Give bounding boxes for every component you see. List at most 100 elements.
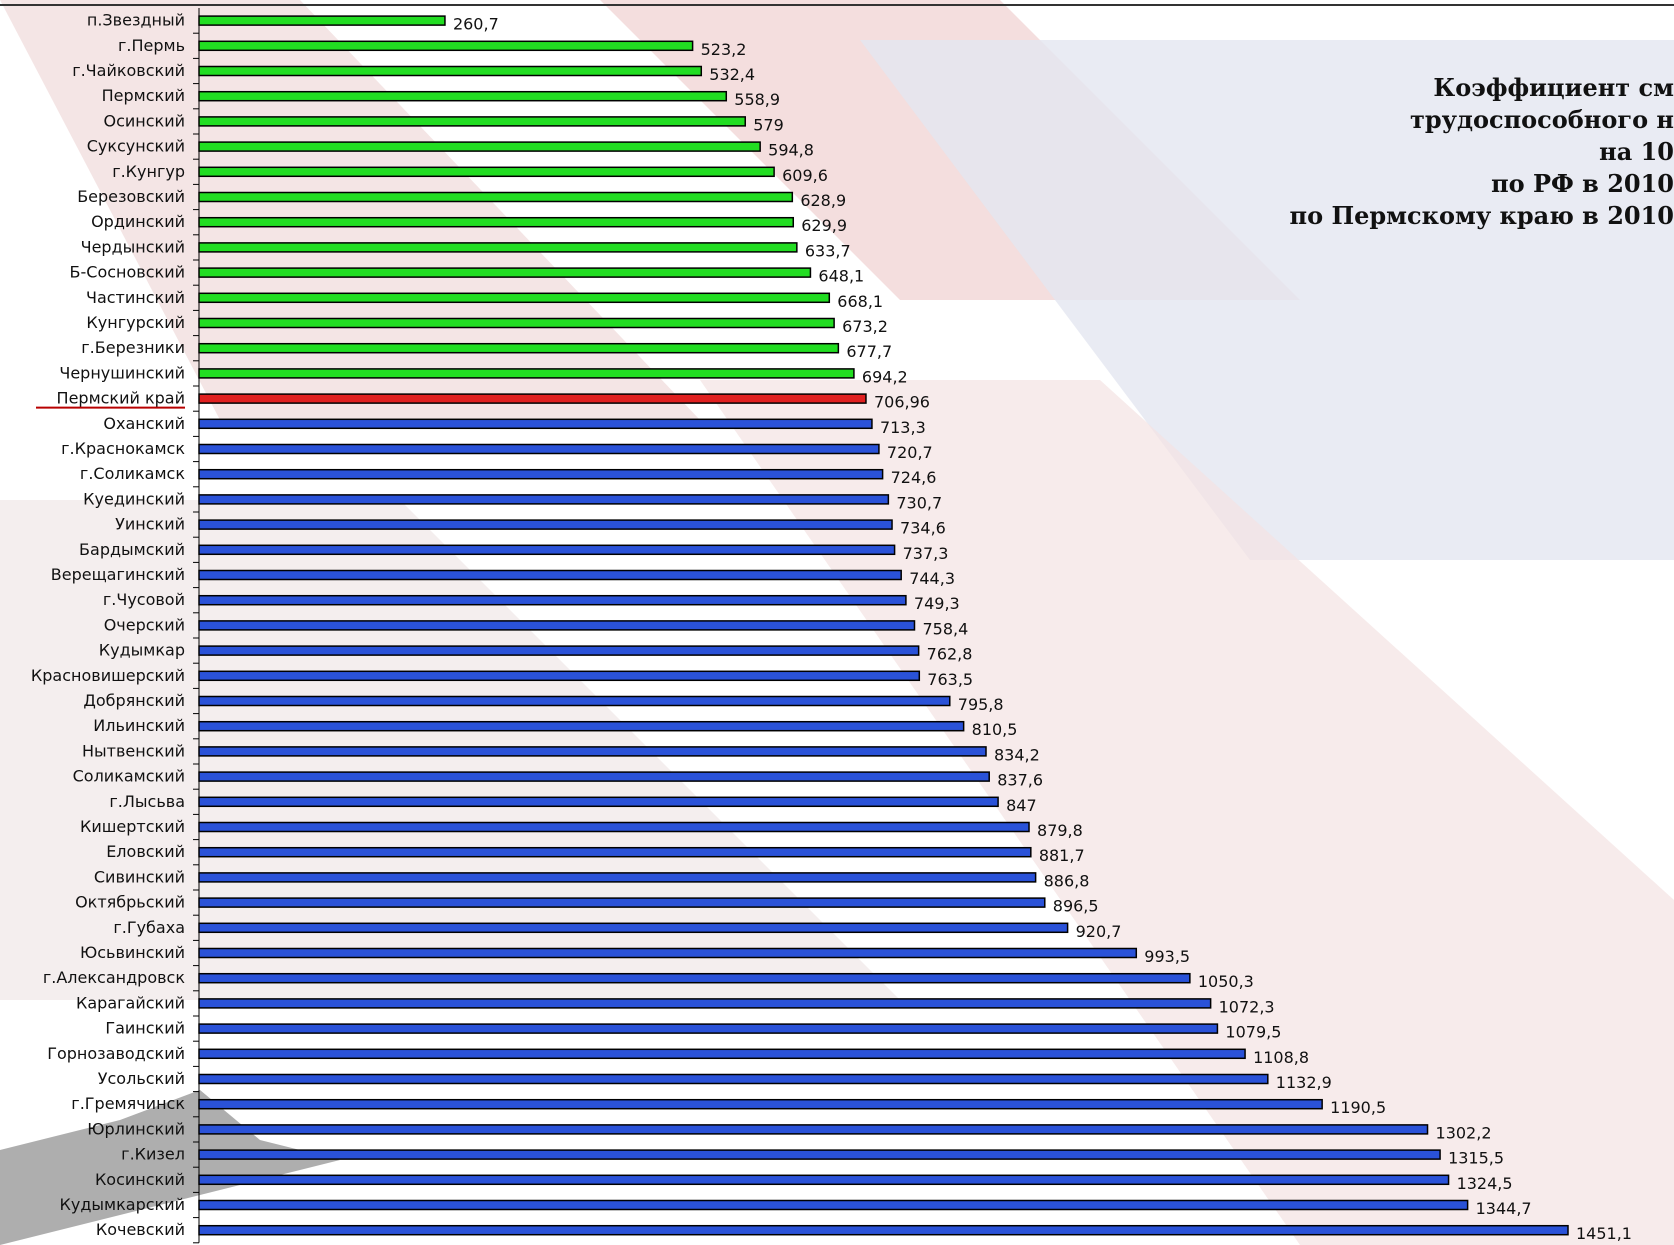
value-label: 758,4: [922, 619, 968, 638]
bar: [198, 519, 893, 530]
bar: [198, 418, 873, 430]
bar: [198, 1023, 1219, 1034]
value-label: 1108,8: [1253, 1048, 1309, 1067]
value-label: 558,9: [734, 90, 780, 109]
category-label: г.Березники: [81, 338, 185, 357]
bar: [198, 468, 884, 480]
category-label: Октябрьский: [75, 893, 185, 912]
category-label: Кунгурский: [86, 313, 185, 332]
title-line-3: на 10: [1599, 137, 1674, 166]
value-label: 881,7: [1039, 846, 1085, 865]
title-line-5: по Пермскому краю в 2010: [1289, 201, 1674, 230]
value-label: 260,7: [453, 15, 499, 34]
bar: [198, 342, 840, 354]
bar: [198, 796, 999, 808]
category-label: г.Краснокамск: [61, 439, 185, 458]
bar: [198, 267, 812, 278]
value-label: 1451,1: [1576, 1224, 1632, 1243]
bar: [198, 116, 746, 127]
category-label: Чернушинский: [59, 363, 185, 382]
category-labels: п.Звездный г.Пермь г.Чайковский Пермский Оси…: [31, 11, 185, 1240]
category-label: Пермский: [102, 86, 185, 105]
value-label: 737,3: [903, 544, 949, 563]
category-label: Ординский: [91, 212, 185, 231]
value-label: 744,3: [909, 569, 955, 588]
category-label: Ильинский: [93, 716, 185, 735]
value-label: 896,5: [1053, 897, 1099, 916]
value-label: 762,8: [927, 645, 973, 664]
category-label: г.Соликамск: [80, 464, 185, 483]
bar: [198, 242, 798, 253]
bar: [198, 65, 703, 77]
category-label: Нытвенский: [82, 741, 185, 760]
bar: [198, 1098, 1323, 1110]
title-line-2: трудоспособного н: [1409, 105, 1674, 134]
bar: [198, 544, 896, 556]
value-label: 749,3: [914, 594, 960, 613]
category-label: Березовский: [77, 187, 185, 206]
bar: [198, 368, 855, 379]
category-label: Верещагинский: [51, 565, 185, 584]
bar: [198, 292, 831, 304]
bars: [198, 15, 1569, 1236]
category-label: Куединский: [83, 489, 185, 508]
value-label: 1132,9: [1276, 1073, 1332, 1092]
value-label: 579: [753, 115, 784, 134]
bar: [198, 998, 1212, 1009]
bar: [198, 494, 890, 505]
bar: [198, 15, 446, 26]
bar: [198, 40, 694, 52]
value-label: 673,2: [842, 317, 888, 336]
category-label: Оханский: [103, 414, 185, 433]
category-label: Чердынский: [81, 237, 185, 256]
bar: [198, 141, 761, 152]
value-label: 724,6: [891, 468, 937, 487]
value-label: 713,3: [880, 418, 926, 437]
bar: [198, 846, 1032, 858]
bar: [198, 1073, 1269, 1085]
title-line-4: по РФ в 2010: [1491, 169, 1674, 198]
category-label: п.Звездный: [87, 11, 185, 30]
value-label: 834,2: [994, 745, 1040, 764]
category-label: Горнозаводский: [47, 1044, 185, 1063]
value-label: 668,1: [837, 292, 883, 311]
category-label: Бардымский: [79, 540, 185, 559]
bar: [198, 872, 1037, 883]
value-label: 594,8: [768, 141, 814, 160]
value-label: 763,5: [927, 670, 973, 689]
bar: [198, 771, 990, 782]
bar: [198, 1224, 1569, 1236]
value-label: 1079,5: [1225, 1023, 1281, 1042]
value-label: 532,4: [709, 65, 755, 84]
value-label: 810,5: [972, 720, 1018, 739]
value-label: 720,7: [887, 443, 933, 462]
bar: [198, 443, 880, 455]
category-label: Усольский: [98, 1069, 185, 1088]
value-label: 523,2: [701, 40, 747, 59]
category-label: г.Кунгур: [112, 162, 185, 181]
bar: [198, 191, 794, 203]
chart-title: Коэффициент см трудоспособного н на 10 п…: [1114, 72, 1674, 232]
bar: [198, 720, 965, 732]
value-label: 706,96: [874, 393, 930, 412]
value-label: 1324,5: [1457, 1174, 1513, 1193]
category-label: Красновишерский: [31, 666, 185, 685]
bar: [198, 947, 1138, 959]
bar: [198, 1149, 1441, 1160]
category-label: г.Чусовой: [103, 590, 185, 609]
category-label: г.Александровск: [43, 968, 185, 987]
category-label: Соликамский: [73, 767, 185, 786]
bar: [198, 746, 987, 757]
value-label: 633,7: [805, 241, 851, 260]
category-axis: [193, 8, 200, 1244]
category-label: Уинский: [115, 515, 185, 534]
category-label: г.Чайковский: [72, 61, 185, 80]
category-label: Осинский: [103, 111, 185, 130]
category-label: Б-Сосновский: [70, 263, 185, 282]
bar: [198, 569, 902, 581]
value-label: 1190,5: [1330, 1098, 1386, 1117]
category-label: Юрлинский: [87, 1119, 185, 1138]
category-label: Юсьвинский: [80, 943, 185, 962]
category-label: Кудымкарский: [60, 1195, 185, 1214]
